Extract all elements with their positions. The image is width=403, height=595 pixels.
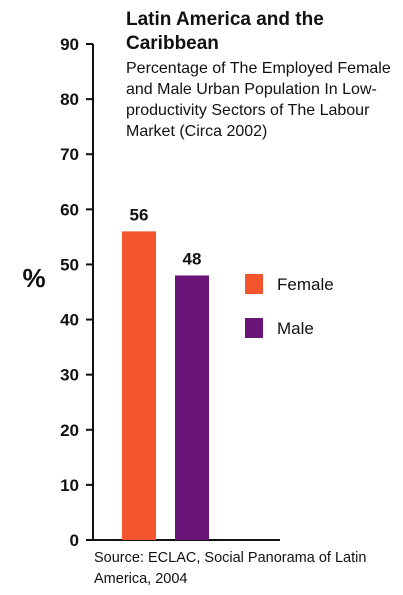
legend-label-male: Male [277, 319, 314, 338]
y-axis: 0 10 20 30 40 50 60 70 80 90% [22, 35, 280, 550]
bar-series [122, 231, 209, 540]
y-tick-label: 60 [60, 200, 79, 219]
legend: Female Male [245, 274, 334, 338]
bar-male [175, 275, 209, 540]
y-tick-label: 20 [60, 421, 79, 440]
y-tick-label: 80 [60, 90, 79, 109]
data-label-female: 56 [130, 205, 149, 224]
data-labels: 56 48 [130, 205, 202, 268]
chart-subtitle: Percentage of The Employed Female and Ma… [126, 60, 391, 140]
y-tick-label: 70 [60, 145, 79, 164]
legend-swatch-female [245, 274, 263, 294]
y-tick-label: 40 [60, 311, 79, 330]
y-tick-label: 90 [60, 35, 79, 54]
y-tick-label: 50 [60, 255, 79, 274]
legend-label-female: Female [277, 275, 334, 294]
legend-swatch-male [245, 318, 263, 338]
chart-title: Latin America and the Caribbean [126, 9, 324, 54]
data-label-male: 48 [183, 249, 202, 268]
chart-title-block: Latin America and the Caribbean Percenta… [126, 8, 394, 142]
y-tick-label: 0 [70, 531, 79, 550]
bar-female [122, 231, 156, 540]
y-tick-label: 10 [60, 476, 79, 495]
y-axis-label: % [22, 263, 45, 293]
source-note: Source: ECLAC, Social Panorama of Latin … [94, 550, 367, 587]
y-tick-label: 30 [60, 366, 79, 385]
